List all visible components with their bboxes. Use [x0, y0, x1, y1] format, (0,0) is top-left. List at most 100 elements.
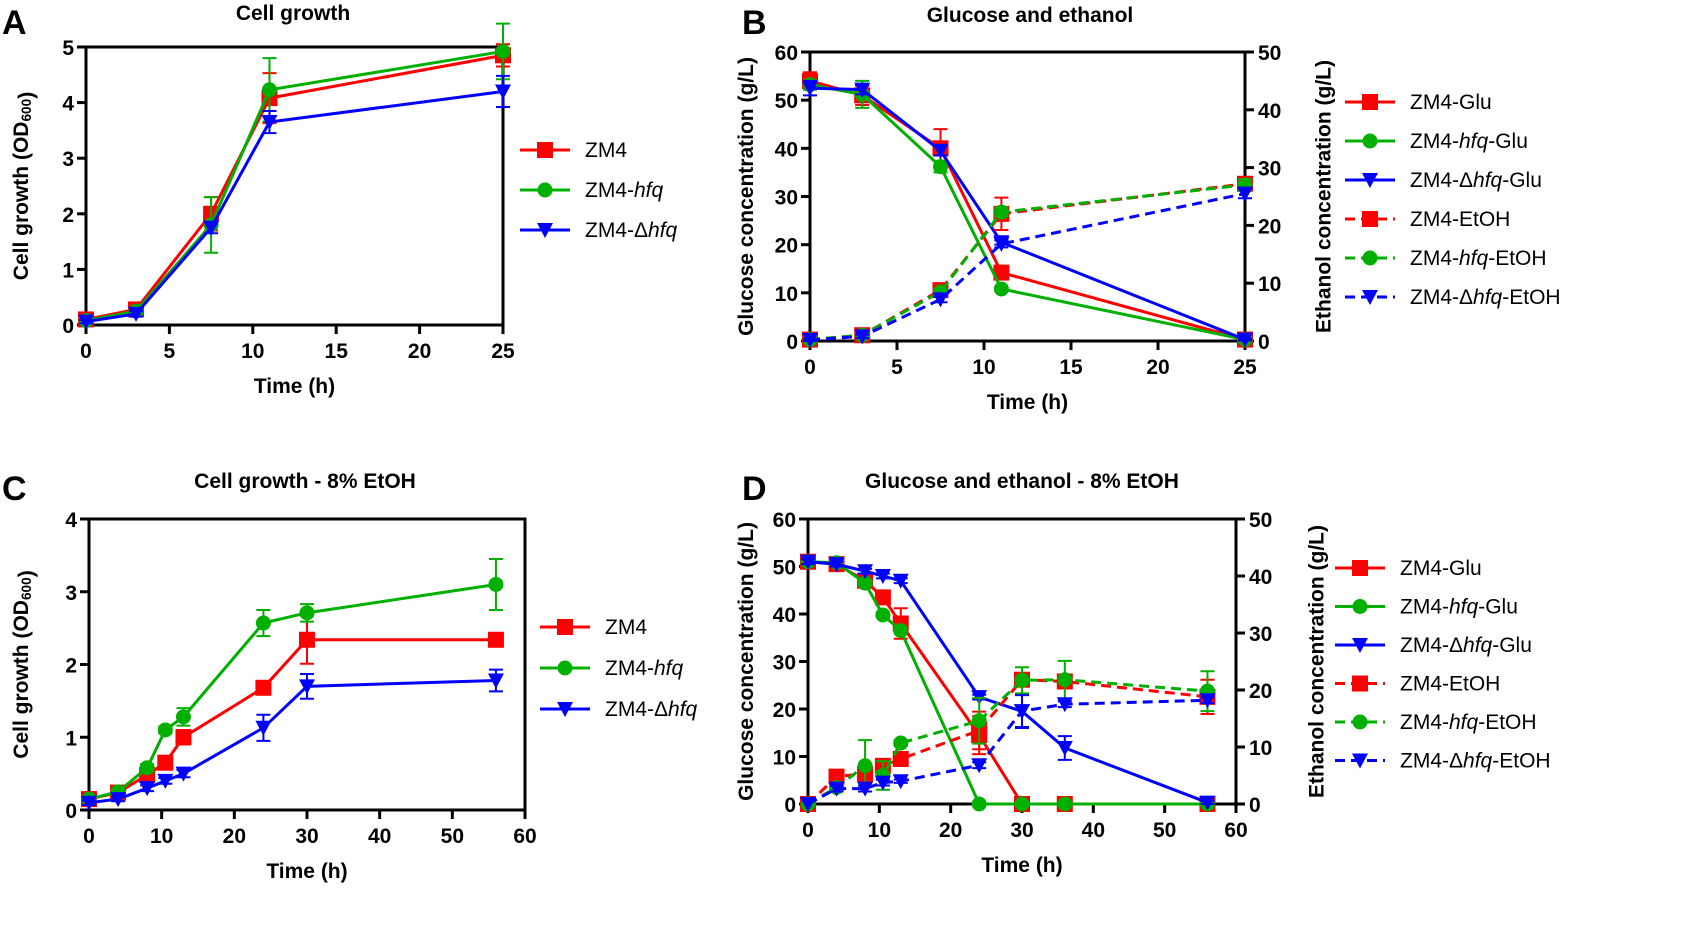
- legend-marker: [557, 660, 573, 676]
- data-point: [874, 589, 891, 606]
- y2-tick-label: 40: [1258, 100, 1281, 123]
- data-point: [495, 43, 511, 59]
- legend-item: ZM4-Δhfq-Glu: [1335, 634, 1532, 657]
- data-point: [299, 679, 315, 695]
- series-zm4-hfq-glu: [802, 77, 1253, 348]
- series-zm4-hfq: [78, 74, 511, 330]
- series-line: [807, 678, 1208, 806]
- x-tick-label: 60: [1224, 819, 1247, 842]
- y-tick-label: 1: [62, 259, 74, 282]
- data-point: [1237, 186, 1253, 202]
- x-tick-label: 0: [83, 825, 95, 848]
- series-line: [806, 678, 1208, 806]
- x-tick-label: 0: [80, 340, 92, 363]
- y-tick-label: 5: [62, 37, 74, 60]
- legend-marker: [1352, 753, 1368, 769]
- data-point: [1199, 795, 1216, 811]
- y-tick-label: 0: [62, 315, 74, 338]
- data-point: [1014, 704, 1030, 720]
- data-point: [933, 159, 948, 175]
- data-point: [857, 758, 873, 774]
- x-tick-label: 50: [1153, 819, 1176, 842]
- x-tick-label: 40: [1082, 819, 1105, 842]
- legend-marker: [1352, 638, 1368, 653]
- data-point: [893, 623, 909, 639]
- legend-marker: [1352, 560, 1368, 576]
- legend-item: ZM4-hfq-Glu: [1335, 596, 1518, 619]
- data-point: [828, 768, 845, 785]
- legend-label: ZM4-Δhfq-EtOH: [1410, 286, 1561, 309]
- y2-tick-label: 0: [1258, 331, 1270, 354]
- series-zm4: [81, 614, 504, 808]
- y2-tick-label: 20: [1249, 680, 1272, 703]
- x-tick-label: 60: [513, 825, 536, 848]
- legend-label: ZM4-Glu: [1410, 91, 1492, 114]
- panel-label-b: B: [742, 4, 767, 42]
- y2-axis-label: Ethanol concentration (g/L): [1306, 525, 1329, 798]
- series-line: [85, 89, 504, 324]
- data-point: [487, 631, 504, 648]
- x-tick-label: 25: [491, 340, 515, 363]
- data-point: [892, 750, 909, 767]
- series-zm4-hfq-etoh: [802, 186, 1253, 348]
- data-point: [261, 115, 278, 131]
- data-point: [875, 607, 891, 623]
- data-point: [157, 773, 174, 789]
- plot-frame: [84, 45, 505, 327]
- legend-marker: [1362, 211, 1378, 227]
- data-point: [1056, 697, 1073, 713]
- y-tick-label: 60: [773, 509, 796, 532]
- data-point: [932, 292, 949, 308]
- data-point: [255, 720, 272, 736]
- legend-label: ZM4-hfq: [605, 657, 684, 680]
- legend-marker: [557, 619, 573, 635]
- y-tick-label: 1: [65, 727, 77, 750]
- panel-c: Cell growth - 8% EtOH 0 10 20 30 40 50 60 0 1 2 3 4 T…: [10, 470, 698, 883]
- data-point: [971, 796, 987, 812]
- y2-tick-label: 30: [1249, 623, 1272, 646]
- y-tick-label: 2: [65, 655, 77, 678]
- legend-label: ZM4-Glu: [1400, 557, 1482, 580]
- x-tick-label: 5: [891, 356, 903, 379]
- legend-label: ZM4-Δhfq: [605, 698, 698, 721]
- legend-marker: [557, 702, 573, 717]
- x-tick-label: 5: [164, 340, 176, 363]
- plot-frame: [808, 50, 1247, 343]
- y-axis-label: Glucose concentration (g/L): [735, 57, 758, 336]
- legend-marker: [537, 223, 553, 238]
- data-point: [893, 735, 909, 751]
- x-tick-label: 15: [325, 340, 349, 363]
- data-point: [1057, 796, 1073, 812]
- legend-marker: [1362, 173, 1378, 188]
- data-point: [487, 673, 504, 689]
- series-line: [85, 49, 504, 323]
- legend-item: ZM4: [540, 616, 647, 639]
- data-point: [800, 797, 816, 812]
- panel-a: Cell growth 0 5 10 15 20 25 0 1 2 3 4 5 Time (h) Cell …: [10, 2, 678, 398]
- y-tick-label: 0: [786, 331, 798, 354]
- data-point: [1014, 672, 1030, 688]
- chart-title: Cell growth: [236, 2, 350, 25]
- data-point: [255, 615, 271, 631]
- data-point: [299, 605, 315, 621]
- y-tick-label: 30: [773, 652, 796, 675]
- x-tick-label: 50: [441, 825, 464, 848]
- legend-label: ZM4: [585, 139, 627, 162]
- legend-marker: [1352, 675, 1368, 692]
- x-tick-label: 25: [1233, 356, 1257, 379]
- series-zm4-hfq: [81, 668, 504, 811]
- y-axis-label: Cell growth (OD600): [10, 92, 38, 280]
- x-axis-label: Time (h): [981, 854, 1062, 877]
- series-zm4-hfq-glu: [802, 79, 1253, 348]
- x-axis-label: Time (h): [987, 391, 1068, 414]
- data-point: [828, 781, 845, 797]
- legend-label: ZM4-EtOH: [1410, 208, 1510, 231]
- data-point: [110, 792, 127, 808]
- y-tick-label: 30: [775, 187, 798, 210]
- y-tick-label: 20: [775, 235, 798, 258]
- data-point: [1056, 740, 1073, 756]
- data-point: [854, 82, 871, 98]
- y-tick-label: 40: [773, 604, 796, 627]
- panel-label-c: C: [2, 470, 27, 508]
- x-tick-label: 20: [408, 340, 431, 363]
